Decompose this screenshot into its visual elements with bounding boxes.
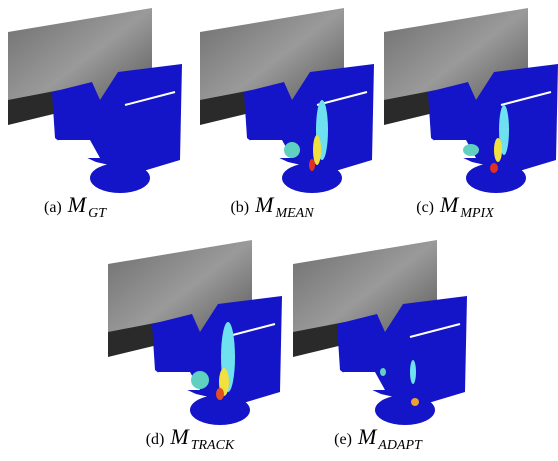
subfigure [200, 8, 374, 193]
error-spot [410, 360, 416, 384]
caption-subscript: MPIX [459, 206, 494, 221]
subfigure [384, 8, 558, 193]
error-spot [284, 142, 300, 158]
caption-symbol: M [357, 424, 378, 449]
caption-subscript: ADAPT [377, 438, 423, 453]
caption-symbol: M [169, 424, 190, 449]
subfigure [108, 240, 282, 425]
figure: (a)MGT(b)MMEAN(c)MMPIX(d)MTRACK(e)MADAPT [0, 0, 558, 461]
page: {"panels": [ {"label": "(a)", "symbol": … [0, 0, 558, 461]
error-spot [313, 135, 321, 165]
point-cloud-floor [375, 395, 435, 425]
caption-symbol: M [67, 192, 88, 217]
caption-label: (e) [334, 431, 352, 448]
caption-label: (a) [44, 199, 62, 216]
error-spot [411, 398, 419, 406]
caption-label: (c) [416, 199, 434, 216]
error-spot [490, 163, 498, 173]
error-spot [191, 371, 209, 389]
caption-subscript: TRACK [191, 438, 235, 453]
error-spot [380, 368, 386, 376]
point-cloud-floor [90, 163, 150, 193]
caption-label: (b) [230, 199, 249, 216]
error-spot [463, 144, 479, 156]
caption-symbol: M [439, 192, 460, 217]
caption-subscript: MEAN [274, 206, 314, 221]
error-spot [494, 138, 502, 162]
caption-label: (d) [146, 431, 165, 448]
caption-subscript: GT [88, 206, 107, 221]
subfigure [293, 240, 467, 425]
error-spot [216, 388, 224, 400]
error-spot [309, 159, 315, 171]
subfigure [8, 8, 182, 193]
caption-symbol: M [254, 192, 275, 217]
